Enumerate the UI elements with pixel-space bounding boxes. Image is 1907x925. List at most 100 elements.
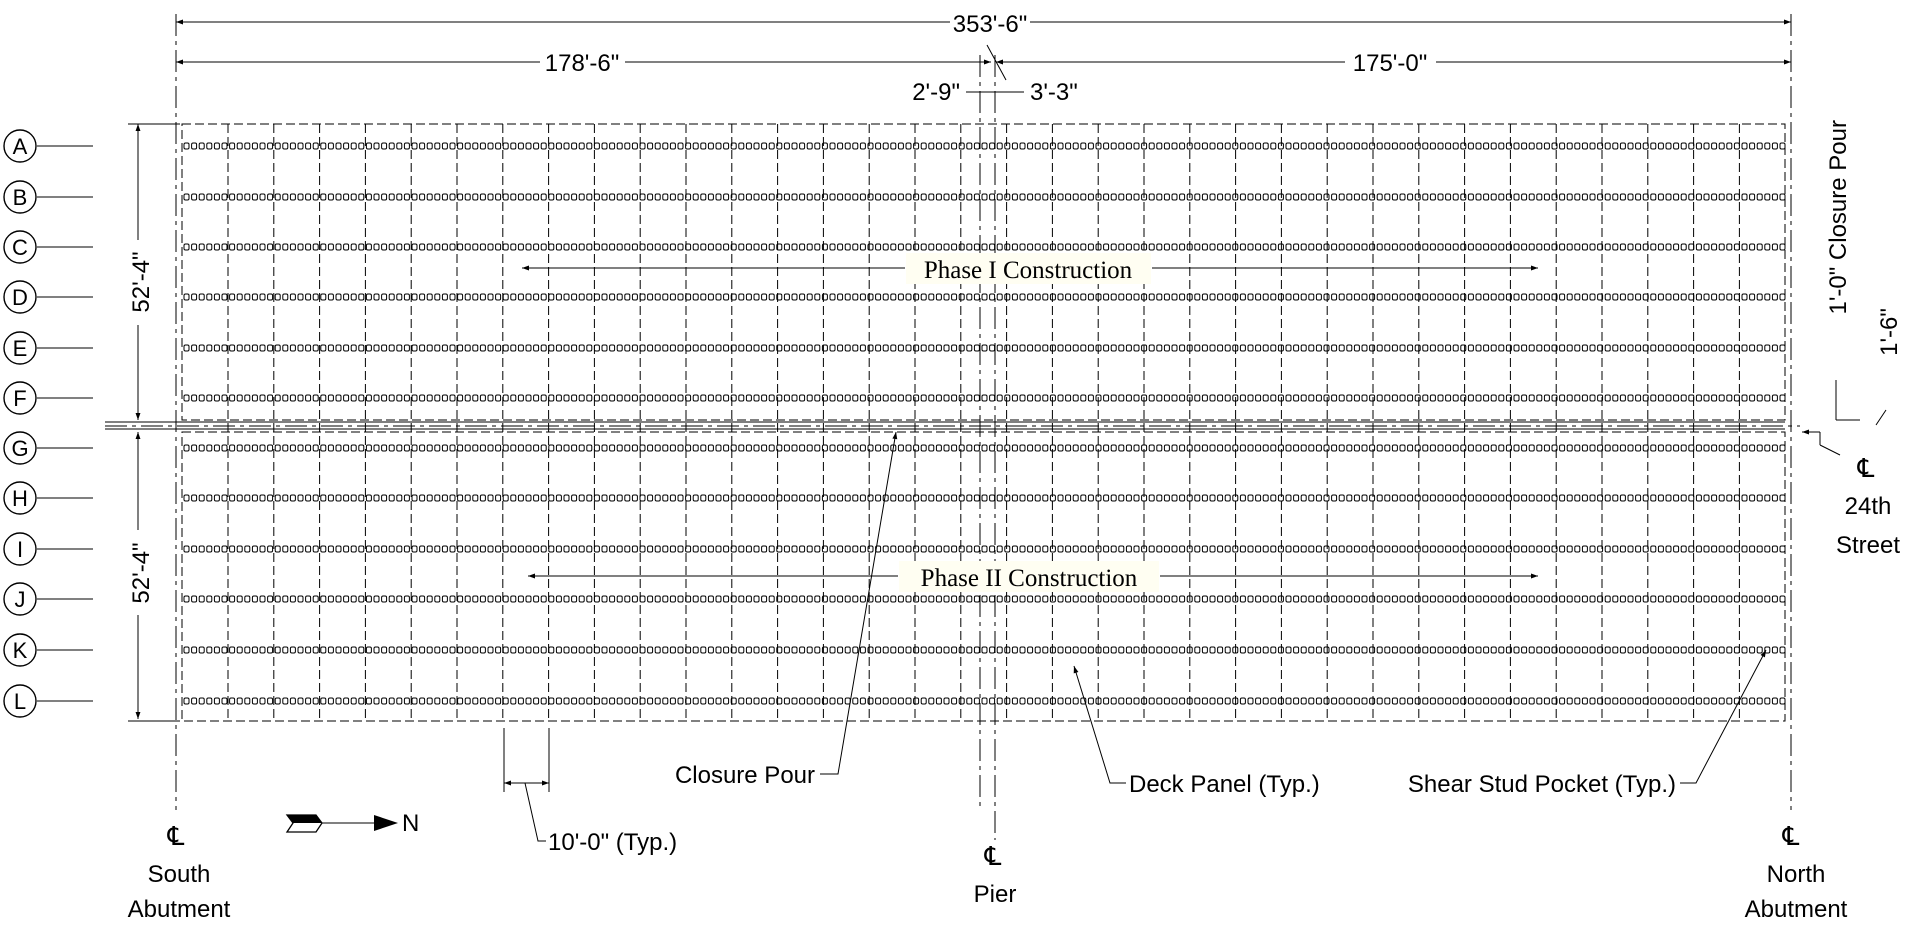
- shear-stud-pocket: [320, 142, 327, 150]
- pocket-row-E: [183, 344, 1786, 352]
- shear-stud-pocket: [586, 293, 593, 301]
- shear-stud-pocket: [411, 444, 418, 452]
- shear-stud-pocket: [206, 444, 213, 452]
- phase-2-annotation: Phase II Construction: [528, 561, 1538, 592]
- shear-stud-pocket: [882, 344, 889, 352]
- shear-stud-pocket: [1574, 142, 1581, 150]
- shear-stud-pocket: [1399, 444, 1406, 452]
- shear-stud-pocket: [1232, 243, 1239, 251]
- shear-stud-pocket: [1581, 494, 1588, 502]
- shear-stud-pocket: [1688, 243, 1695, 251]
- shear-stud-pocket: [654, 193, 661, 201]
- shear-stud-pocket: [1619, 444, 1626, 452]
- shear-stud-pocket: [1597, 193, 1604, 201]
- shear-stud-pocket: [1581, 444, 1588, 452]
- shear-stud-pocket: [1080, 193, 1087, 201]
- shear-stud-pocket: [669, 394, 676, 402]
- shear-stud-pocket: [487, 494, 494, 502]
- shear-stud-pocket: [951, 193, 958, 201]
- shear-stud-pocket: [1771, 243, 1778, 251]
- shear-stud-pocket: [1399, 494, 1406, 502]
- pier-offset-south: 2'-9": [912, 79, 960, 106]
- shear-stud-pocket: [966, 293, 973, 301]
- shear-stud-pocket: [1057, 344, 1064, 352]
- shear-stud-pocket: [1270, 193, 1277, 201]
- shear-stud-pocket: [1703, 545, 1710, 553]
- shear-stud-pocket: [1163, 142, 1170, 150]
- shear-stud-pocket: [1771, 142, 1778, 150]
- shear-stud-pocket: [1186, 344, 1193, 352]
- shear-stud-pocket: [867, 494, 874, 502]
- shear-stud-pocket: [1353, 444, 1360, 452]
- shear-stud-pocket: [1133, 545, 1140, 553]
- shear-stud-pocket: [1232, 193, 1239, 201]
- shear-stud-pocket: [852, 142, 859, 150]
- shear-stud-pocket: [1665, 293, 1672, 301]
- shear-stud-pocket: [981, 646, 988, 654]
- shear-stud-pocket: [1285, 697, 1292, 705]
- shear-stud-pocket: [1087, 646, 1094, 654]
- shear-stud-pocket: [1414, 142, 1421, 150]
- shear-stud-pocket: [1065, 697, 1072, 705]
- shear-stud-pocket: [1277, 344, 1284, 352]
- shear-stud-pocket: [973, 545, 980, 553]
- shear-stud-pocket: [221, 193, 228, 201]
- shear-stud-pocket: [388, 142, 395, 150]
- shear-stud-pocket: [700, 697, 707, 705]
- shear-stud-pocket: [745, 243, 752, 251]
- shear-stud-pocket: [411, 394, 418, 402]
- shear-stud-pocket: [1042, 344, 1049, 352]
- shear-stud-pocket: [1110, 646, 1117, 654]
- shear-stud-pocket: [761, 293, 768, 301]
- shear-stud-pocket: [1604, 494, 1611, 502]
- shear-stud-pocket: [571, 494, 578, 502]
- shear-stud-pocket: [806, 193, 813, 201]
- shear-stud-pocket: [1239, 697, 1246, 705]
- pocket-row-L: [183, 697, 1786, 705]
- shear-stud-pocket: [1141, 142, 1148, 150]
- shear-stud-pocket: [631, 293, 638, 301]
- shear-stud-pocket: [1141, 344, 1148, 352]
- shear-stud-pocket: [1711, 697, 1718, 705]
- shear-stud-pocket: [1110, 344, 1117, 352]
- shear-stud-pocket: [1027, 293, 1034, 301]
- shear-stud-pocket: [1315, 193, 1322, 201]
- shear-stud-pocket: [1057, 494, 1064, 502]
- shear-stud-pocket: [692, 243, 699, 251]
- shear-stud-pocket: [1247, 344, 1254, 352]
- shear-stud-pocket: [1201, 344, 1208, 352]
- shear-stud-pocket: [1255, 394, 1262, 402]
- shear-stud-pocket: [571, 595, 578, 603]
- shear-stud-pocket: [540, 697, 547, 705]
- shear-stud-pocket: [1749, 494, 1756, 502]
- shear-stud-pocket: [1163, 545, 1170, 553]
- south-span-label: 178'-6": [545, 50, 619, 77]
- shear-stud-pocket: [859, 142, 866, 150]
- shear-stud-pocket: [631, 646, 638, 654]
- shear-stud-pocket: [1346, 394, 1353, 402]
- shear-stud-pocket: [1680, 494, 1687, 502]
- shear-stud-pocket: [213, 142, 220, 150]
- shear-stud-pocket: [829, 193, 836, 201]
- shear-stud-pocket: [821, 193, 828, 201]
- shear-stud-pocket: [1467, 545, 1474, 553]
- shear-stud-pocket: [1437, 444, 1444, 452]
- shear-stud-pocket: [1650, 293, 1657, 301]
- shear-stud-pocket: [616, 595, 623, 603]
- shear-stud-pocket: [373, 646, 380, 654]
- shear-stud-pocket: [730, 394, 737, 402]
- shear-stud-pocket: [525, 646, 532, 654]
- shear-stud-pocket: [1673, 394, 1680, 402]
- shear-stud-pocket: [1528, 444, 1535, 452]
- shear-stud-pocket: [738, 494, 745, 502]
- shear-stud-pocket: [1270, 444, 1277, 452]
- shear-stud-pocket: [1422, 394, 1429, 402]
- shear-stud-pocket: [1559, 344, 1566, 352]
- shear-stud-pocket: [844, 697, 851, 705]
- shear-stud-pocket: [1483, 193, 1490, 201]
- shear-stud-pocket: [495, 394, 502, 402]
- shear-stud-pocket: [837, 193, 844, 201]
- shear-stud-pocket: [1194, 595, 1201, 603]
- shear-stud-pocket: [1445, 444, 1452, 452]
- shear-stud-pocket: [335, 545, 342, 553]
